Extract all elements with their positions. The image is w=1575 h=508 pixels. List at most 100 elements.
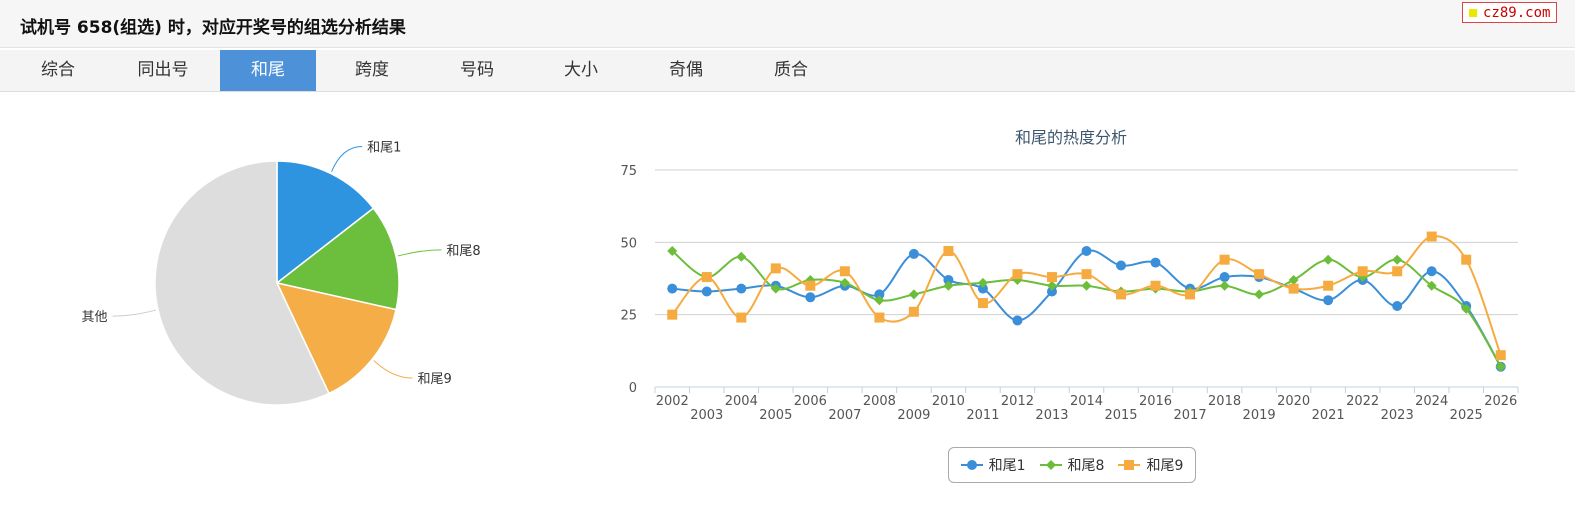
data-point[interactable] — [839, 277, 850, 288]
tab-jiou[interactable]: 奇偶 — [669, 60, 703, 80]
data-point[interactable] — [736, 283, 747, 294]
data-point[interactable] — [1185, 289, 1196, 300]
x-tick-label: 2002 — [656, 394, 689, 409]
data-point[interactable] — [1219, 280, 1230, 291]
data-point[interactable] — [1323, 295, 1334, 306]
pie-slice[interactable] — [276, 160, 375, 285]
data-point[interactable] — [1495, 350, 1506, 361]
pie-connector-line — [373, 360, 413, 379]
data-point[interactable] — [667, 246, 678, 257]
data-point[interactable] — [1116, 289, 1127, 300]
data-point[interactable] — [943, 274, 954, 285]
data-point[interactable] — [667, 283, 678, 294]
data-point[interactable] — [977, 277, 988, 288]
data-point[interactable] — [805, 292, 816, 303]
data-point[interactable] — [1046, 286, 1057, 297]
data-point[interactable] — [770, 263, 781, 274]
data-point[interactable] — [1392, 254, 1403, 265]
data-point[interactable] — [736, 251, 747, 262]
data-point[interactable] — [977, 283, 988, 294]
watermark-square-icon — [1469, 8, 1477, 17]
data-point[interactable] — [770, 283, 781, 294]
data-point[interactable] — [1426, 280, 1437, 291]
data-point[interactable] — [1495, 361, 1506, 372]
data-point[interactable] — [1357, 266, 1368, 277]
data-point[interactable] — [1012, 269, 1023, 280]
data-point[interactable] — [1150, 257, 1161, 268]
legend-item-hewei8[interactable]: 和尾8 — [1039, 455, 1105, 475]
data-point[interactable] — [1081, 280, 1092, 291]
data-point[interactable] — [1081, 246, 1092, 257]
pie-chart: 和尾1 和尾8 和尾9 其他 — [82, 140, 481, 406]
pie-slice[interactable] — [275, 281, 397, 395]
data-point[interactable] — [1219, 254, 1230, 265]
tab-hewei[interactable]: 和尾 — [220, 50, 316, 91]
data-point[interactable] — [839, 266, 850, 277]
x-tick-label: 2005 — [759, 408, 792, 423]
data-point[interactable] — [874, 289, 885, 300]
pie-slice-label: 和尾1 — [367, 140, 401, 155]
data-point[interactable] — [1323, 280, 1334, 291]
data-point[interactable] — [874, 295, 885, 306]
data-point[interactable] — [1392, 266, 1403, 277]
data-point[interactable] — [1288, 274, 1299, 285]
data-point[interactable] — [1081, 269, 1092, 280]
pie-slice[interactable] — [154, 160, 330, 406]
data-point[interactable] — [1116, 260, 1127, 271]
diamond-marker-icon — [1039, 460, 1062, 470]
data-point[interactable] — [667, 309, 678, 320]
pie-connector-line — [397, 249, 442, 257]
x-tick-label: 2015 — [1104, 408, 1137, 423]
data-point[interactable] — [943, 280, 954, 291]
x-tick-label: 2016 — [1139, 394, 1172, 409]
x-tick-label: 2014 — [1070, 394, 1103, 409]
x-tick-label: 2020 — [1277, 394, 1310, 409]
circle-marker-icon — [960, 460, 983, 470]
data-point[interactable] — [701, 272, 712, 283]
tab-daxiao[interactable]: 大小 — [564, 60, 598, 80]
tab-zonghe[interactable]: 综合 — [41, 60, 75, 80]
tab-zhihe[interactable]: 质合 — [774, 60, 808, 80]
data-point[interactable] — [1461, 254, 1472, 265]
tab-haoma[interactable]: 号码 — [460, 60, 494, 80]
legend-label: 和尾8 — [1067, 458, 1105, 474]
tab-kuadu[interactable]: 跨度 — [355, 60, 389, 80]
x-tick-label: 2013 — [1035, 408, 1068, 423]
data-point[interactable] — [908, 306, 919, 317]
legend-item-hewei9[interactable]: 和尾9 — [1118, 455, 1183, 475]
data-point[interactable] — [1426, 266, 1437, 277]
data-point[interactable] — [874, 312, 885, 323]
data-point[interactable] — [1254, 269, 1265, 280]
site-watermark[interactable]: cz89.com — [1462, 2, 1558, 23]
data-point[interactable] — [943, 246, 954, 257]
data-point[interactable] — [908, 248, 919, 259]
x-tick-label: 2006 — [794, 394, 827, 409]
data-point[interactable] — [701, 286, 712, 297]
chart-title: 和尾的热度分析 — [1015, 128, 1127, 147]
data-point[interactable] — [1046, 280, 1057, 291]
data-point[interactable] — [908, 289, 919, 300]
data-point[interactable] — [805, 280, 816, 291]
legend-item-hewei1[interactable]: 和尾1 — [960, 455, 1026, 475]
data-point[interactable] — [1323, 254, 1334, 265]
data-point[interactable] — [1046, 272, 1057, 283]
legend-label: 和尾9 — [1146, 458, 1184, 474]
pie-connector-line — [331, 145, 363, 172]
tab-tongchuhao[interactable]: 同出号 — [137, 60, 189, 80]
pie-slice-label: 其他 — [82, 310, 108, 325]
data-point[interactable] — [1012, 315, 1023, 326]
x-tick-label: 2026 — [1484, 394, 1517, 409]
data-point[interactable] — [1426, 231, 1437, 242]
data-point[interactable] — [1254, 289, 1265, 300]
data-point[interactable] — [736, 312, 747, 323]
line-chart: 和尾的热度分析 02550752002200320042005200620072… — [620, 128, 1519, 423]
data-point[interactable] — [1461, 303, 1472, 314]
data-point[interactable] — [977, 298, 988, 309]
legend-label: 和尾1 — [988, 458, 1026, 474]
data-point[interactable] — [1392, 300, 1403, 311]
pie-slice-label: 和尾8 — [446, 244, 480, 259]
data-point[interactable] — [1219, 272, 1230, 283]
pie-slice[interactable] — [275, 207, 400, 311]
data-point[interactable] — [1150, 280, 1161, 291]
data-point[interactable] — [1288, 283, 1299, 294]
